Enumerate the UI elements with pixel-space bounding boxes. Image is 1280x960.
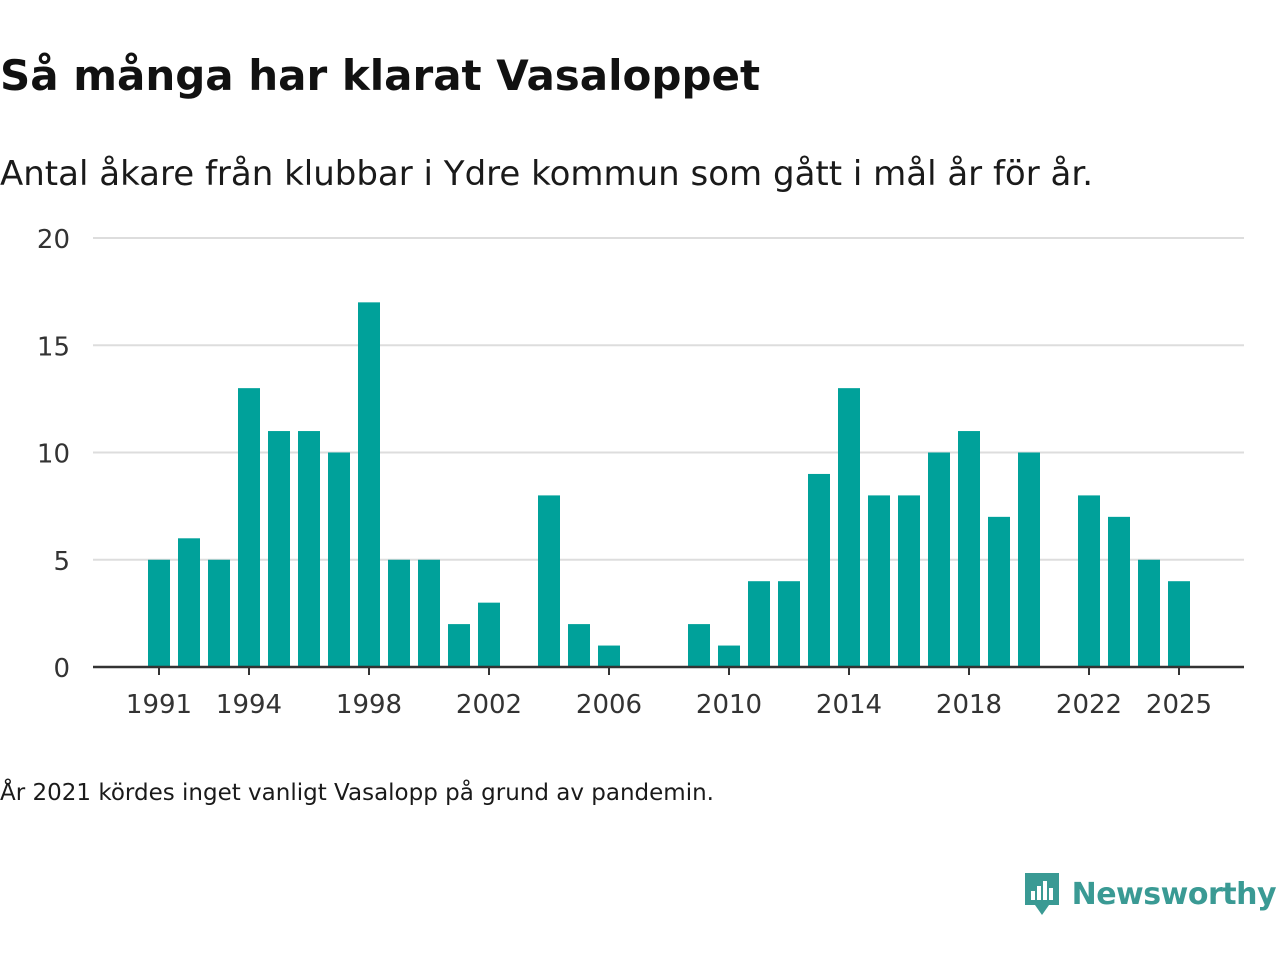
- bar-1997: [328, 452, 350, 667]
- bar-1999: [388, 559, 410, 667]
- bar-2009: [688, 624, 710, 667]
- x-tick-label: 1991: [126, 690, 192, 720]
- bar-1991: [148, 559, 170, 667]
- bar-1994: [238, 388, 260, 667]
- chart-title: Så många har klarat Vasaloppet: [0, 51, 761, 100]
- bar-2004: [538, 495, 560, 667]
- bar-2006: [598, 645, 620, 667]
- bar-chart: 0 5 10 15 20 1991 1994 1998 2002 2006 2010 2014 201…: [37, 225, 1244, 720]
- y-tick-label: 15: [37, 332, 70, 362]
- bar-2017: [928, 452, 950, 667]
- bar-1995: [268, 431, 290, 667]
- bar-2018: [958, 431, 980, 667]
- x-tick-label: 2022: [1056, 690, 1122, 720]
- bar-2002: [478, 602, 500, 667]
- y-tick-label: 10: [37, 440, 70, 470]
- bar-2014: [838, 388, 860, 667]
- bar-2025: [1168, 581, 1190, 667]
- bars: [148, 302, 1190, 667]
- x-tick-label: 2018: [936, 690, 1002, 720]
- bar-1993: [208, 559, 230, 667]
- x-tick-label: 1994: [216, 690, 282, 720]
- y-tick-label: 20: [37, 225, 70, 255]
- bar-2022: [1078, 495, 1100, 667]
- bar-1992: [178, 538, 200, 667]
- bar-2016: [898, 495, 920, 667]
- bar-2023: [1108, 516, 1130, 667]
- bar-2019: [988, 516, 1010, 667]
- brand-name: Newsworthy: [1071, 876, 1277, 912]
- x-axis-tick-labels: 1991 1994 1998 2002 2006 2010 2014 2018 2022 2025: [126, 690, 1212, 720]
- y-axis-tick-labels: 0 5 10 15 20: [37, 225, 70, 684]
- bar-1998: [358, 302, 380, 667]
- x-tick-label: 2014: [816, 690, 882, 720]
- chart-subtitle: Antal åkare från klubbar i Ydre kommun s…: [0, 154, 1094, 194]
- bar-1996: [298, 431, 320, 667]
- bar-2010: [718, 645, 740, 667]
- bar-2015: [868, 495, 890, 667]
- x-tick-label: 1998: [336, 690, 402, 720]
- x-tick-label: 2010: [696, 690, 762, 720]
- bar-2013: [808, 473, 830, 667]
- newsworthy-logo-icon: [1024, 873, 1059, 915]
- y-tick-label: 5: [53, 547, 70, 577]
- bar-2011: [748, 581, 770, 667]
- gridlines: [93, 237, 1244, 561]
- brand-logo[interactable]: Newsworthy: [1022, 870, 1277, 918]
- bar-2005: [568, 624, 590, 667]
- bar-2001: [448, 624, 470, 667]
- footnote: År 2021 kördes inget vanligt Vasalopp på…: [0, 780, 714, 806]
- x-tick-label: 2006: [576, 690, 642, 720]
- bar-2020: [1018, 452, 1040, 667]
- x-tick-label: 2002: [456, 690, 522, 720]
- x-tick-label: 2025: [1146, 690, 1212, 720]
- bar-2024: [1138, 559, 1160, 667]
- y-tick-label: 0: [53, 654, 70, 684]
- x-axis: [93, 665, 1244, 675]
- bar-2000: [418, 559, 440, 667]
- bar-2012: [778, 581, 800, 667]
